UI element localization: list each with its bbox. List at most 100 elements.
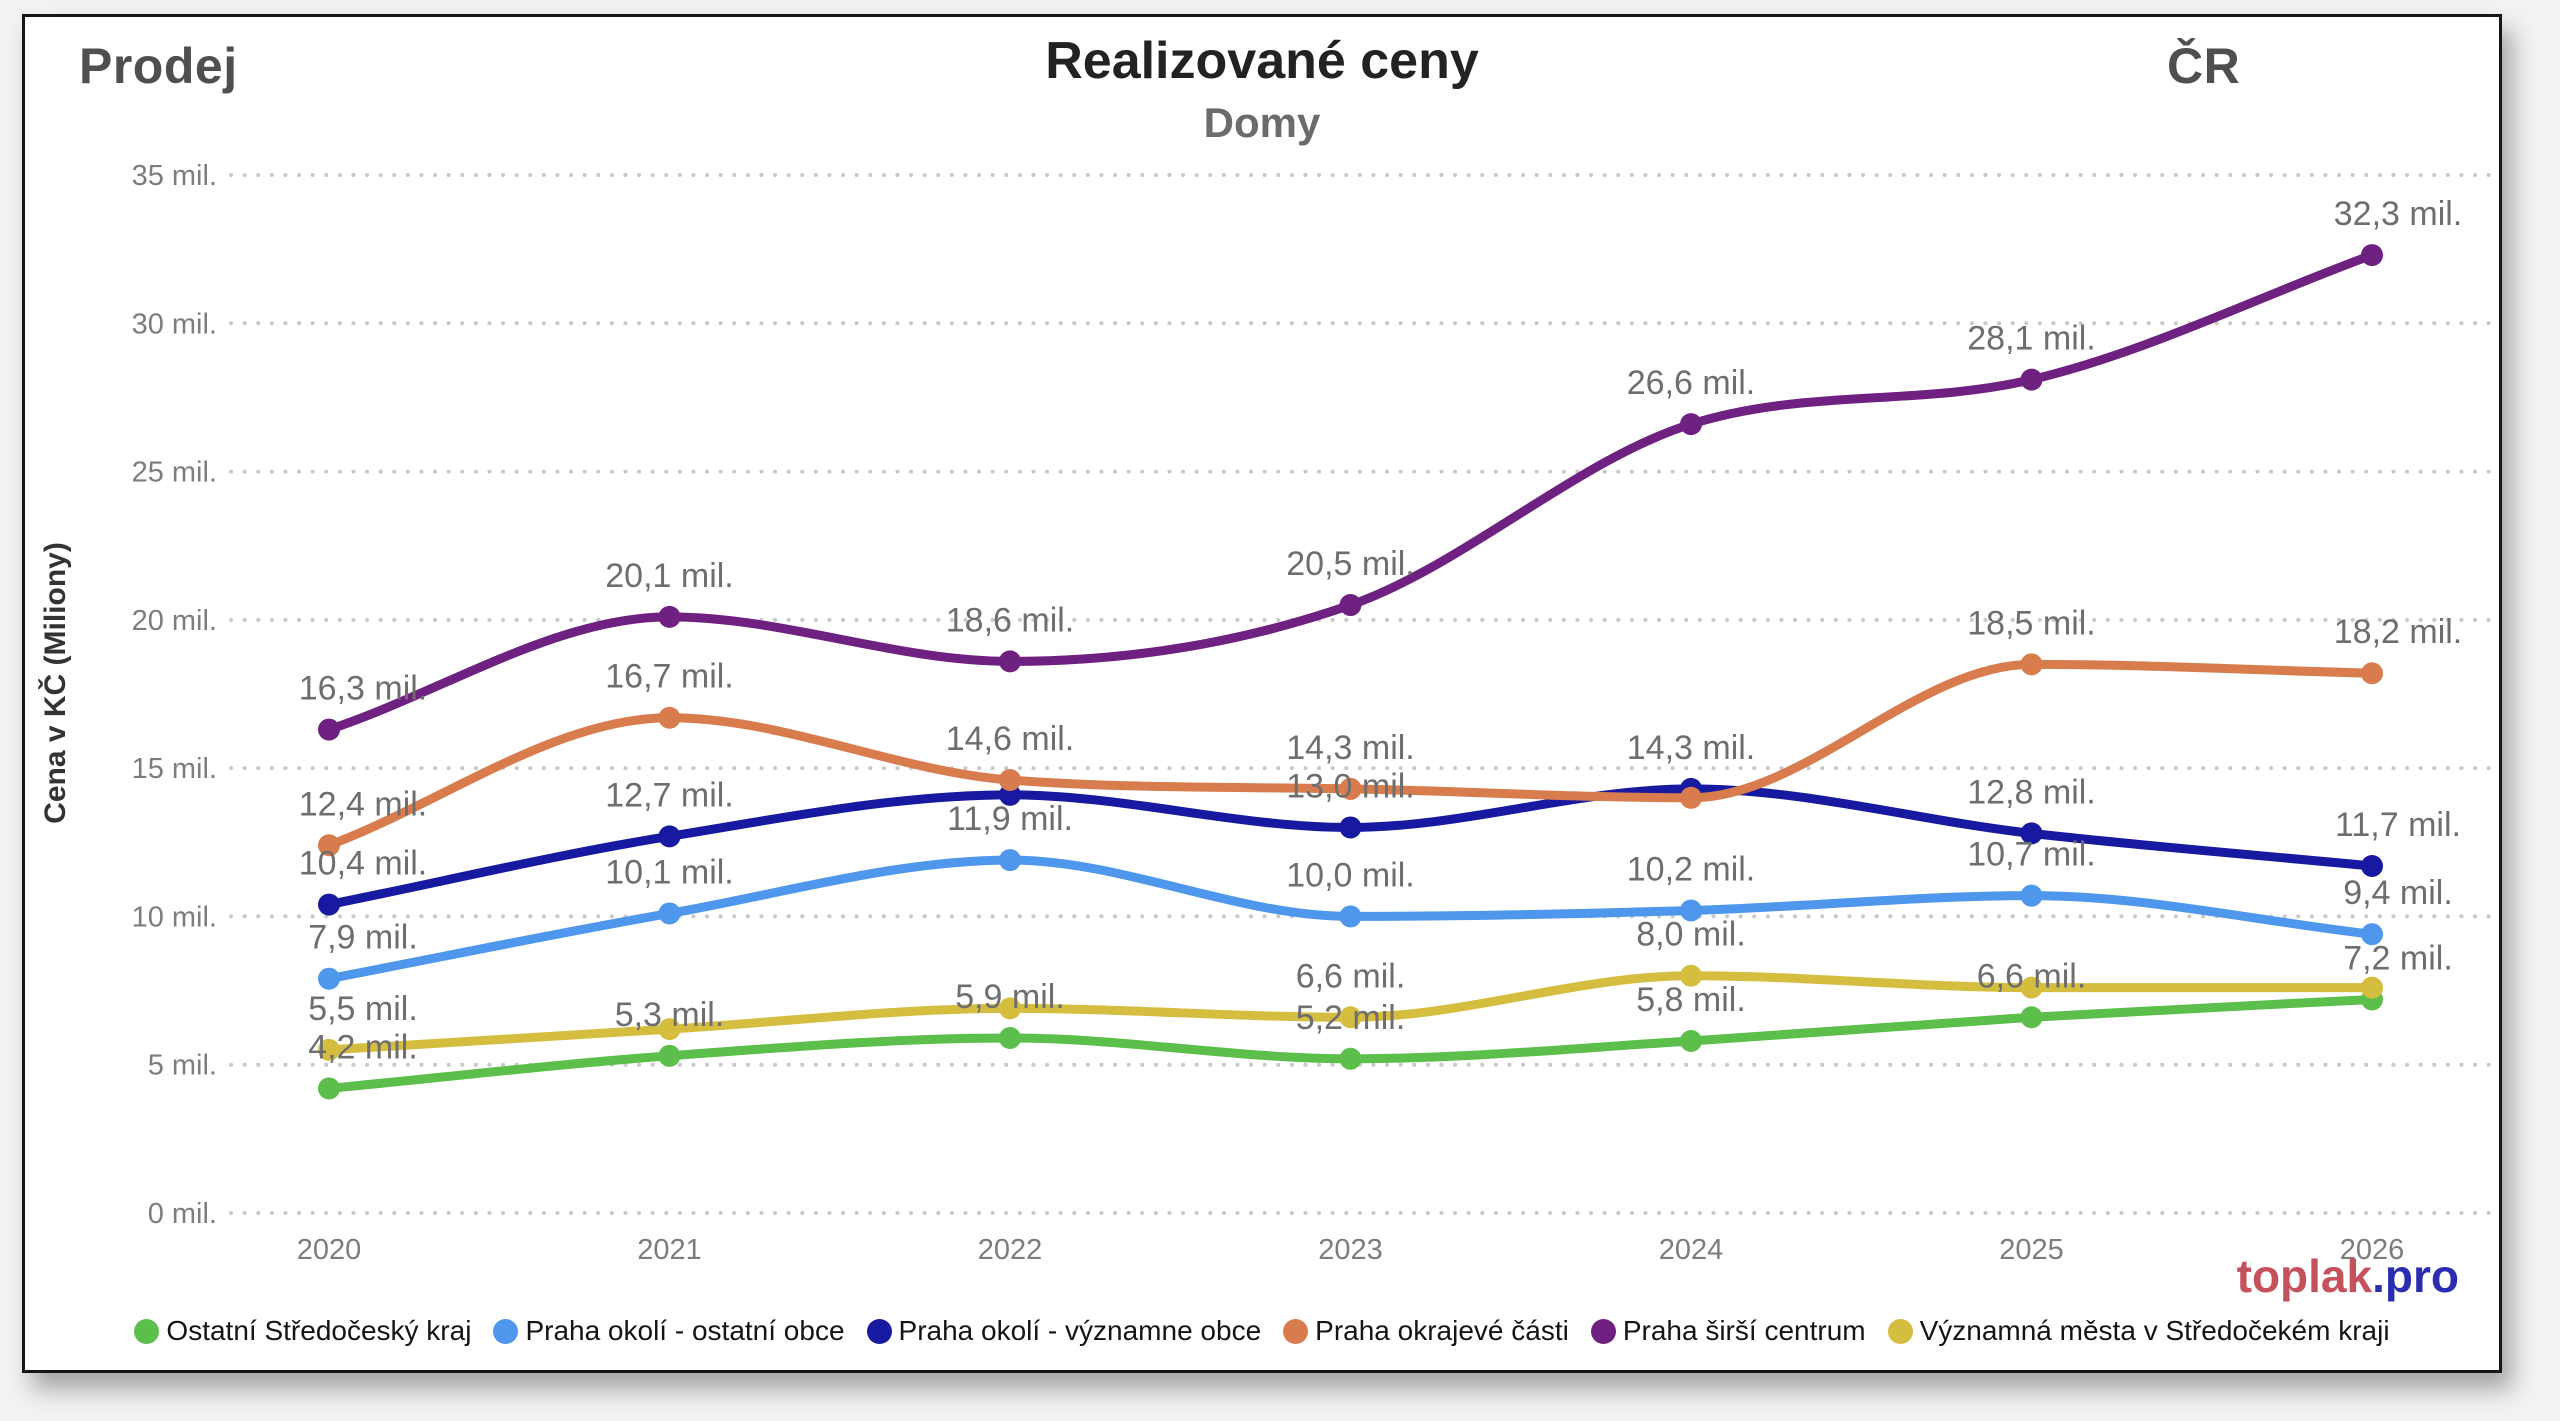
data-point[interactable] [2020, 1006, 2043, 1029]
y-tick-label: 5 mil. [148, 1050, 217, 1082]
data-point-label: 5,9 mil. [955, 978, 1065, 1016]
data-point[interactable] [1680, 964, 1702, 987]
data-point-label: 10,7 mil. [1967, 836, 2096, 874]
watermark-logo-secondary: .pro [2372, 1250, 2459, 1302]
data-point-label: 12,4 mil. [299, 785, 428, 823]
data-point[interactable] [2361, 855, 2383, 878]
data-point-label: 5,2 mil. [1296, 999, 1406, 1037]
data-point[interactable] [1680, 413, 1702, 436]
data-point[interactable] [1339, 816, 1362, 839]
legend-item-3[interactable]: Praha okrajevé části [1283, 1315, 1569, 1347]
data-point[interactable] [2361, 923, 2383, 946]
x-tick-label: 2023 [1318, 1234, 1383, 1266]
data-point[interactable] [1339, 905, 1362, 928]
data-point[interactable] [1339, 777, 1362, 800]
legend-label: Praha okolí - ostatní obce [525, 1315, 845, 1346]
data-point-label: 7,9 mil. [308, 919, 418, 957]
data-point[interactable] [1680, 899, 1702, 922]
x-tick-label: 2022 [978, 1234, 1043, 1266]
data-point-label: 28,1 mil. [1967, 320, 2096, 358]
watermark-logo-primary: toplak [2236, 1250, 2373, 1302]
data-point[interactable] [1339, 1006, 1362, 1029]
data-point[interactable] [658, 1018, 681, 1041]
data-point[interactable] [2020, 653, 2043, 676]
legend-item-1[interactable]: Praha okolí - ostatní obce [493, 1315, 845, 1347]
data-point-label: 7,2 mil. [2343, 939, 2453, 977]
data-point-label: 6,6 mil. [1977, 957, 2087, 995]
corner-label-left: Prodej [79, 38, 238, 94]
data-point-label: 14,3 mil. [1286, 729, 1415, 767]
data-point[interactable] [999, 849, 1021, 872]
data-point-label: 18,2 mil. [2334, 613, 2463, 651]
data-point[interactable] [658, 1044, 681, 1067]
data-point-label: 16,7 mil. [605, 658, 734, 696]
data-point[interactable] [999, 1027, 1021, 1050]
data-point[interactable] [999, 650, 1021, 673]
data-point-label: 10,4 mil. [299, 845, 428, 883]
data-point[interactable] [999, 769, 1021, 792]
chart-title: Realizované ceny [1045, 32, 1479, 90]
y-tick-label: 35 mil. [132, 160, 217, 192]
data-point-label: 5,8 mil. [1636, 981, 1746, 1019]
legend-label: Praha širší centrum [1622, 1315, 1866, 1346]
chart-legend: Ostatní Středočeský kraj Praha okolí - os… [25, 1315, 2499, 1347]
y-tick-label: 15 mil. [132, 753, 217, 785]
data-point-label: 14,6 mil. [946, 720, 1075, 758]
data-point[interactable] [318, 893, 340, 916]
data-point-label: 20,1 mil. [605, 557, 734, 595]
data-point-label: 12,8 mil. [1967, 773, 2096, 811]
data-point[interactable] [1339, 1047, 1362, 1070]
data-point-label: 13,0 mil. [1286, 767, 1415, 805]
legend-item-4[interactable]: Praha širší centrum [1590, 1315, 1866, 1347]
legend-item-5[interactable]: Významná města v Středočekém kraji [1887, 1315, 2390, 1347]
legend-label: Praha okrajevé části [1315, 1315, 1569, 1346]
data-point[interactable] [658, 706, 681, 729]
data-point-label: 11,9 mil. [947, 800, 1073, 838]
legend-item-0[interactable]: Ostatní Středočeský kraj [134, 1315, 471, 1347]
x-tick-label: 2021 [637, 1234, 702, 1266]
legend-dot-icon [1887, 1318, 1913, 1344]
data-point[interactable] [2361, 244, 2383, 267]
data-point-label: 10,0 mil. [1286, 856, 1415, 894]
data-point-label: 32,3 mil. [2334, 195, 2463, 233]
data-point[interactable] [1680, 786, 1702, 809]
data-point[interactable] [318, 718, 340, 741]
legend-item-2[interactable]: Praha okolí - významne obce [866, 1315, 1262, 1347]
y-tick-label: 10 mil. [132, 901, 217, 933]
data-point-label: 11,7 mil. [2335, 806, 2461, 844]
data-point[interactable] [318, 1038, 340, 1061]
data-point[interactable] [658, 605, 681, 628]
data-point[interactable] [2020, 884, 2043, 907]
data-point-label: 6,6 mil. [1296, 957, 1406, 995]
data-point[interactable] [2020, 368, 2043, 391]
data-point[interactable] [658, 902, 681, 925]
data-point-label: 16,3 mil. [299, 670, 428, 708]
data-point[interactable] [2361, 976, 2383, 999]
data-point[interactable] [2361, 662, 2383, 685]
data-point-label: 10,2 mil. [1627, 850, 1756, 888]
y-tick-label: 30 mil. [132, 308, 217, 340]
data-point-label: 26,6 mil. [1627, 364, 1756, 402]
x-tick-label: 2020 [297, 1234, 362, 1266]
data-point-label: 4,2 mil. [308, 1028, 418, 1066]
data-point[interactable] [318, 1077, 340, 1100]
data-point[interactable] [318, 834, 340, 857]
data-point[interactable] [2020, 976, 2043, 999]
legend-dot-icon [134, 1318, 160, 1344]
legend-label: Ostatní Středočeský kraj [166, 1315, 472, 1346]
data-point[interactable] [999, 997, 1021, 1020]
data-point[interactable] [658, 825, 681, 848]
data-point-label: 9,4 mil. [2343, 874, 2453, 912]
data-point[interactable] [1339, 594, 1362, 617]
data-point-label: 8,0 mil. [1636, 916, 1746, 954]
x-tick-label: 2026 [2340, 1234, 2405, 1266]
legend-label: Praha okolí - významne obce [898, 1315, 1262, 1346]
watermark-logo: toplak.pro [2237, 1249, 2459, 1303]
legend-dot-icon [866, 1318, 892, 1344]
data-point[interactable] [2020, 822, 2043, 845]
data-point[interactable] [318, 967, 340, 990]
y-tick-label: 20 mil. [132, 605, 217, 637]
data-point-label: 12,7 mil. [605, 776, 734, 814]
data-point[interactable] [1680, 1029, 1702, 1052]
